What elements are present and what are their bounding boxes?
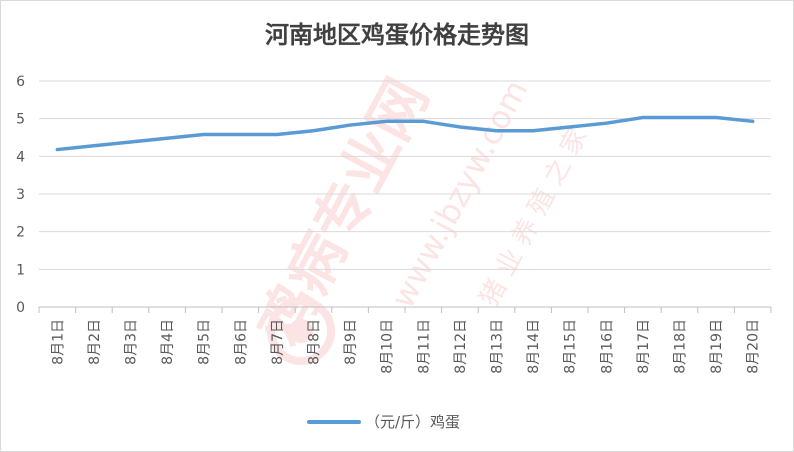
- x-axis-tick-labels: 8月1日 8月2日 8月3日 8月4日 8月5日 8月6日 8月7日 8月8日 8月9日 8月10…: [50, 319, 761, 374]
- legend: （元/斤）鸡蛋: [307, 413, 460, 431]
- x-tick-label: 8月7日: [270, 319, 286, 365]
- y-tick-label: 2: [16, 225, 25, 241]
- x-tick-label: 8月2日: [87, 319, 103, 365]
- x-tick-label: 8月17日: [636, 319, 652, 374]
- x-tick-label: 8月20日: [746, 319, 762, 374]
- y-axis-ticks: 0 1 2 3 4 5 6: [16, 74, 25, 316]
- y-tick-label: 1: [16, 262, 25, 278]
- x-tick-label: 8月6日: [233, 319, 249, 365]
- x-tick-label: 8月5日: [197, 319, 213, 365]
- x-tick-label: 8月15日: [563, 319, 579, 374]
- x-axis: [38, 306, 772, 313]
- y-tick-label: 0: [16, 300, 25, 316]
- chart-title: 河南地区鸡蛋价格走势图: [265, 21, 529, 49]
- series-layer: [55, 115, 755, 152]
- y-tick-label: 4: [16, 149, 25, 165]
- watermark: 鸡病专业网 www.jbzyw.com 猪 业 养 殖 之 家: [245, 68, 594, 365]
- x-tick-label: 8月16日: [599, 319, 615, 374]
- x-tick-label: 8月9日: [343, 319, 359, 365]
- x-tick-label: 8月19日: [709, 319, 725, 374]
- y-tick-label: 6: [16, 74, 25, 90]
- x-tick-label: 8月18日: [673, 319, 689, 374]
- y-tick-label: 5: [16, 112, 25, 128]
- x-tick-label: 8月8日: [307, 319, 323, 365]
- x-tick-label: 8月12日: [453, 319, 469, 374]
- x-tick-label: 8月13日: [490, 319, 506, 374]
- gridlines: [39, 80, 771, 270]
- x-tick-label: 8月3日: [124, 319, 140, 365]
- x-tick-label: 8月10日: [380, 319, 396, 374]
- x-tick-label: 8月4日: [160, 319, 176, 365]
- x-tick-label: 8月1日: [50, 319, 66, 365]
- x-tick-label: 8月11日: [416, 319, 432, 374]
- watermark-logo-icon: [267, 297, 335, 365]
- legend-label: （元/斤）鸡蛋: [365, 413, 460, 431]
- y-tick-label: 3: [16, 187, 25, 203]
- series-line: [55, 115, 755, 152]
- x-tick-label: 8月14日: [526, 319, 542, 374]
